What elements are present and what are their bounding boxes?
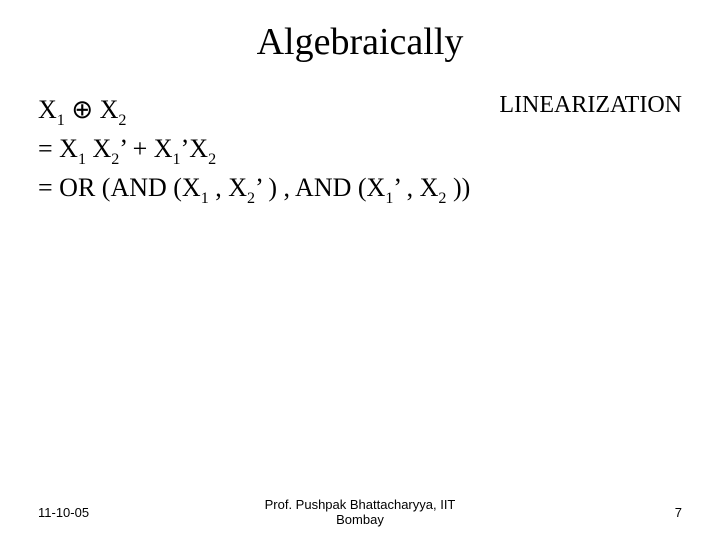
sub: 1 bbox=[173, 151, 181, 168]
sub-2: 2 bbox=[118, 112, 126, 129]
eq-sign: = bbox=[38, 134, 59, 163]
var: X bbox=[59, 134, 78, 163]
text: , X bbox=[209, 173, 247, 202]
sub: 2 bbox=[208, 151, 216, 168]
slide-title: Algebraically bbox=[0, 20, 720, 64]
var-x1: X bbox=[38, 95, 57, 124]
footer-page-number: 7 bbox=[675, 505, 682, 520]
text: ’ , X bbox=[393, 173, 438, 202]
equation-block: X1 ⊕ X2 = X1 X2’ + X1’X2 = OR (AND (X1 ,… bbox=[38, 92, 470, 209]
footer-author-line2: Bombay bbox=[336, 512, 384, 527]
slide: Algebraically LINEARIZATION X1 ⊕ X2 = X1… bbox=[0, 0, 720, 540]
equation-line-1: X1 ⊕ X2 bbox=[38, 92, 470, 131]
var: X bbox=[93, 134, 112, 163]
sub-1: 1 bbox=[57, 112, 65, 129]
text: ’ ) , AND (X bbox=[255, 173, 385, 202]
footer-author: Prof. Pushpak Bhattacharyya, IIT Bombay bbox=[0, 497, 720, 528]
xor-op: ⊕ bbox=[65, 95, 100, 124]
sub: 1 bbox=[78, 151, 86, 168]
text: = OR (AND (X bbox=[38, 173, 201, 202]
var: X bbox=[154, 134, 173, 163]
sub: 2 bbox=[247, 190, 255, 207]
text: ’ + bbox=[119, 134, 153, 163]
sub: 2 bbox=[111, 151, 119, 168]
footer-author-line1: Prof. Pushpak Bhattacharyya, IIT bbox=[265, 497, 456, 512]
sub: 1 bbox=[201, 190, 209, 207]
text: ’ bbox=[181, 134, 190, 163]
sub: 2 bbox=[438, 190, 446, 207]
equation-line-2: = X1 X2’ + X1’X2 bbox=[38, 131, 470, 170]
text: )) bbox=[446, 173, 470, 202]
linearization-label: LINEARIZATION bbox=[499, 92, 682, 119]
var: X bbox=[189, 134, 208, 163]
sub: 1 bbox=[385, 190, 393, 207]
var-x2: X bbox=[100, 95, 119, 124]
equation-line-3: = OR (AND (X1 , X2’ ) , AND (X1’ , X2 )) bbox=[38, 170, 470, 209]
